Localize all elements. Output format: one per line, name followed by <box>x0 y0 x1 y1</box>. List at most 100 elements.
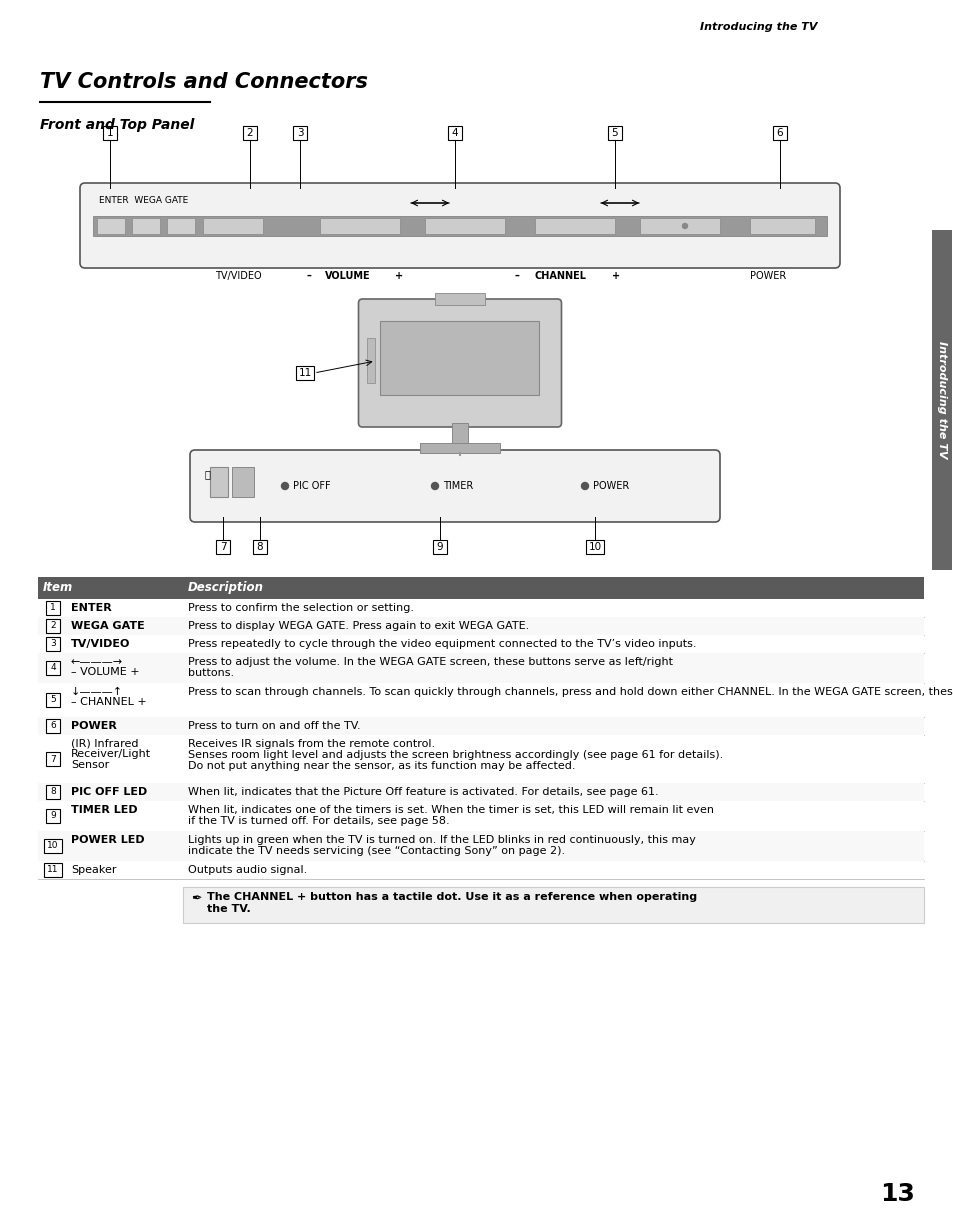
Bar <box>46 810 60 823</box>
Text: Outputs audio signal.: Outputs audio signal. <box>188 864 307 875</box>
Bar <box>749 219 814 234</box>
Bar <box>380 321 539 396</box>
Text: ENTER  WEGA GATE: ENTER WEGA GATE <box>99 197 188 205</box>
Bar <box>38 683 923 717</box>
Text: Receiver/Light: Receiver/Light <box>71 748 151 759</box>
Text: Press repeatedly to cycle through the video equipment connected to the TV’s vide: Press repeatedly to cycle through the vi… <box>188 639 696 650</box>
Bar <box>38 783 923 801</box>
Text: Speaker: Speaker <box>71 864 116 875</box>
Circle shape <box>681 223 687 228</box>
Text: 10: 10 <box>588 542 601 552</box>
Text: Introducing the TV: Introducing the TV <box>700 22 817 32</box>
Text: Press to turn on and off the TV.: Press to turn on and off the TV. <box>188 720 360 731</box>
Bar <box>38 653 923 683</box>
Bar <box>243 126 256 140</box>
Bar <box>253 540 267 554</box>
Text: 1: 1 <box>51 603 56 613</box>
Bar <box>772 126 786 140</box>
Bar <box>183 886 923 923</box>
Circle shape <box>581 482 588 490</box>
Text: Lights up in green when the TV is turned on. If the LED blinks in red continuous: Lights up in green when the TV is turned… <box>188 835 695 845</box>
Bar <box>433 540 447 554</box>
Text: 11: 11 <box>48 866 59 874</box>
Text: 9: 9 <box>51 812 56 821</box>
Bar <box>319 219 399 234</box>
Text: – VOLUME +: – VOLUME + <box>71 667 139 676</box>
Text: Ⓡ: Ⓡ <box>205 469 211 479</box>
Text: TV/VIDEO: TV/VIDEO <box>71 639 131 650</box>
Bar <box>132 219 160 234</box>
Text: 2: 2 <box>247 128 253 138</box>
Text: WEGA GATE: WEGA GATE <box>71 621 145 631</box>
Text: (IR) Infrared: (IR) Infrared <box>71 739 138 748</box>
Text: +: + <box>612 271 619 281</box>
Text: –: – <box>307 271 312 281</box>
Bar <box>215 540 230 554</box>
Text: if the TV is turned off. For details, see page 58.: if the TV is turned off. For details, se… <box>188 816 449 825</box>
Bar <box>38 801 923 832</box>
Bar <box>38 717 923 735</box>
Text: 11: 11 <box>298 368 312 379</box>
Text: TV Controls and Connectors: TV Controls and Connectors <box>40 72 368 92</box>
Text: When lit, indicates that the Picture Off feature is activated. For details, see : When lit, indicates that the Picture Off… <box>188 788 658 797</box>
Text: ENTER: ENTER <box>71 603 112 613</box>
Text: When lit, indicates one of the timers is set. When the timer is set, this LED wi: When lit, indicates one of the timers is… <box>188 805 713 814</box>
Text: Press to scan through channels. To scan quickly through channels, press and hold: Press to scan through channels. To scan … <box>188 687 953 697</box>
Text: 3: 3 <box>296 128 303 138</box>
Text: Press to adjust the volume. In the WEGA GATE screen, these buttons serve as left: Press to adjust the volume. In the WEGA … <box>188 657 672 667</box>
Text: ✒: ✒ <box>191 893 201 906</box>
Bar <box>38 735 923 783</box>
Text: +: + <box>395 271 403 281</box>
Bar <box>203 219 263 234</box>
Bar <box>639 219 720 234</box>
FancyBboxPatch shape <box>358 299 561 427</box>
Text: Receives IR signals from the remote control.: Receives IR signals from the remote cont… <box>188 739 435 748</box>
Text: 6: 6 <box>51 722 56 730</box>
Bar <box>38 617 923 635</box>
Text: Introducing the TV: Introducing the TV <box>936 341 946 459</box>
Bar <box>46 601 60 615</box>
Bar <box>38 578 923 600</box>
Bar <box>585 540 603 554</box>
Text: ↓———↑: ↓———↑ <box>71 687 123 697</box>
Text: Press to confirm the selection or setting.: Press to confirm the selection or settin… <box>188 603 414 613</box>
Bar <box>419 443 499 453</box>
Bar <box>295 366 314 380</box>
Text: Front and Top Panel: Front and Top Panel <box>40 118 194 132</box>
Text: 9: 9 <box>436 542 443 552</box>
Bar <box>97 219 125 234</box>
Text: TV/VIDEO: TV/VIDEO <box>214 271 261 281</box>
Text: The CHANNEL + button has a tactile dot. Use it as a reference when operating: The CHANNEL + button has a tactile dot. … <box>207 893 697 902</box>
Text: POWER: POWER <box>593 481 629 491</box>
Text: 5: 5 <box>51 696 56 705</box>
Bar <box>46 694 60 707</box>
Text: –: – <box>515 271 519 281</box>
Bar <box>424 219 504 234</box>
Bar <box>931 230 951 570</box>
Text: 10: 10 <box>48 841 59 851</box>
Circle shape <box>431 482 438 490</box>
Text: POWER: POWER <box>71 720 117 731</box>
Bar <box>44 863 62 877</box>
Bar <box>46 619 60 632</box>
Text: TIMER: TIMER <box>442 481 473 491</box>
Bar <box>167 219 194 234</box>
Text: 13: 13 <box>879 1182 914 1206</box>
Bar <box>38 861 923 879</box>
Text: Press to display WEGA GATE. Press again to exit WEGA GATE.: Press to display WEGA GATE. Press again … <box>188 621 529 631</box>
Bar <box>448 126 461 140</box>
Text: – CHANNEL +: – CHANNEL + <box>71 697 147 707</box>
Text: 7: 7 <box>219 542 226 552</box>
Text: 4: 4 <box>51 663 56 673</box>
Text: Sensor: Sensor <box>71 759 110 770</box>
Text: POWER LED: POWER LED <box>71 835 145 845</box>
Bar <box>38 600 923 617</box>
Circle shape <box>281 482 288 490</box>
Bar <box>210 466 228 497</box>
Text: 5: 5 <box>611 128 618 138</box>
Bar <box>103 126 117 140</box>
Text: POWER: POWER <box>749 271 785 281</box>
FancyBboxPatch shape <box>190 451 720 523</box>
FancyBboxPatch shape <box>80 183 840 267</box>
Bar <box>232 466 253 497</box>
